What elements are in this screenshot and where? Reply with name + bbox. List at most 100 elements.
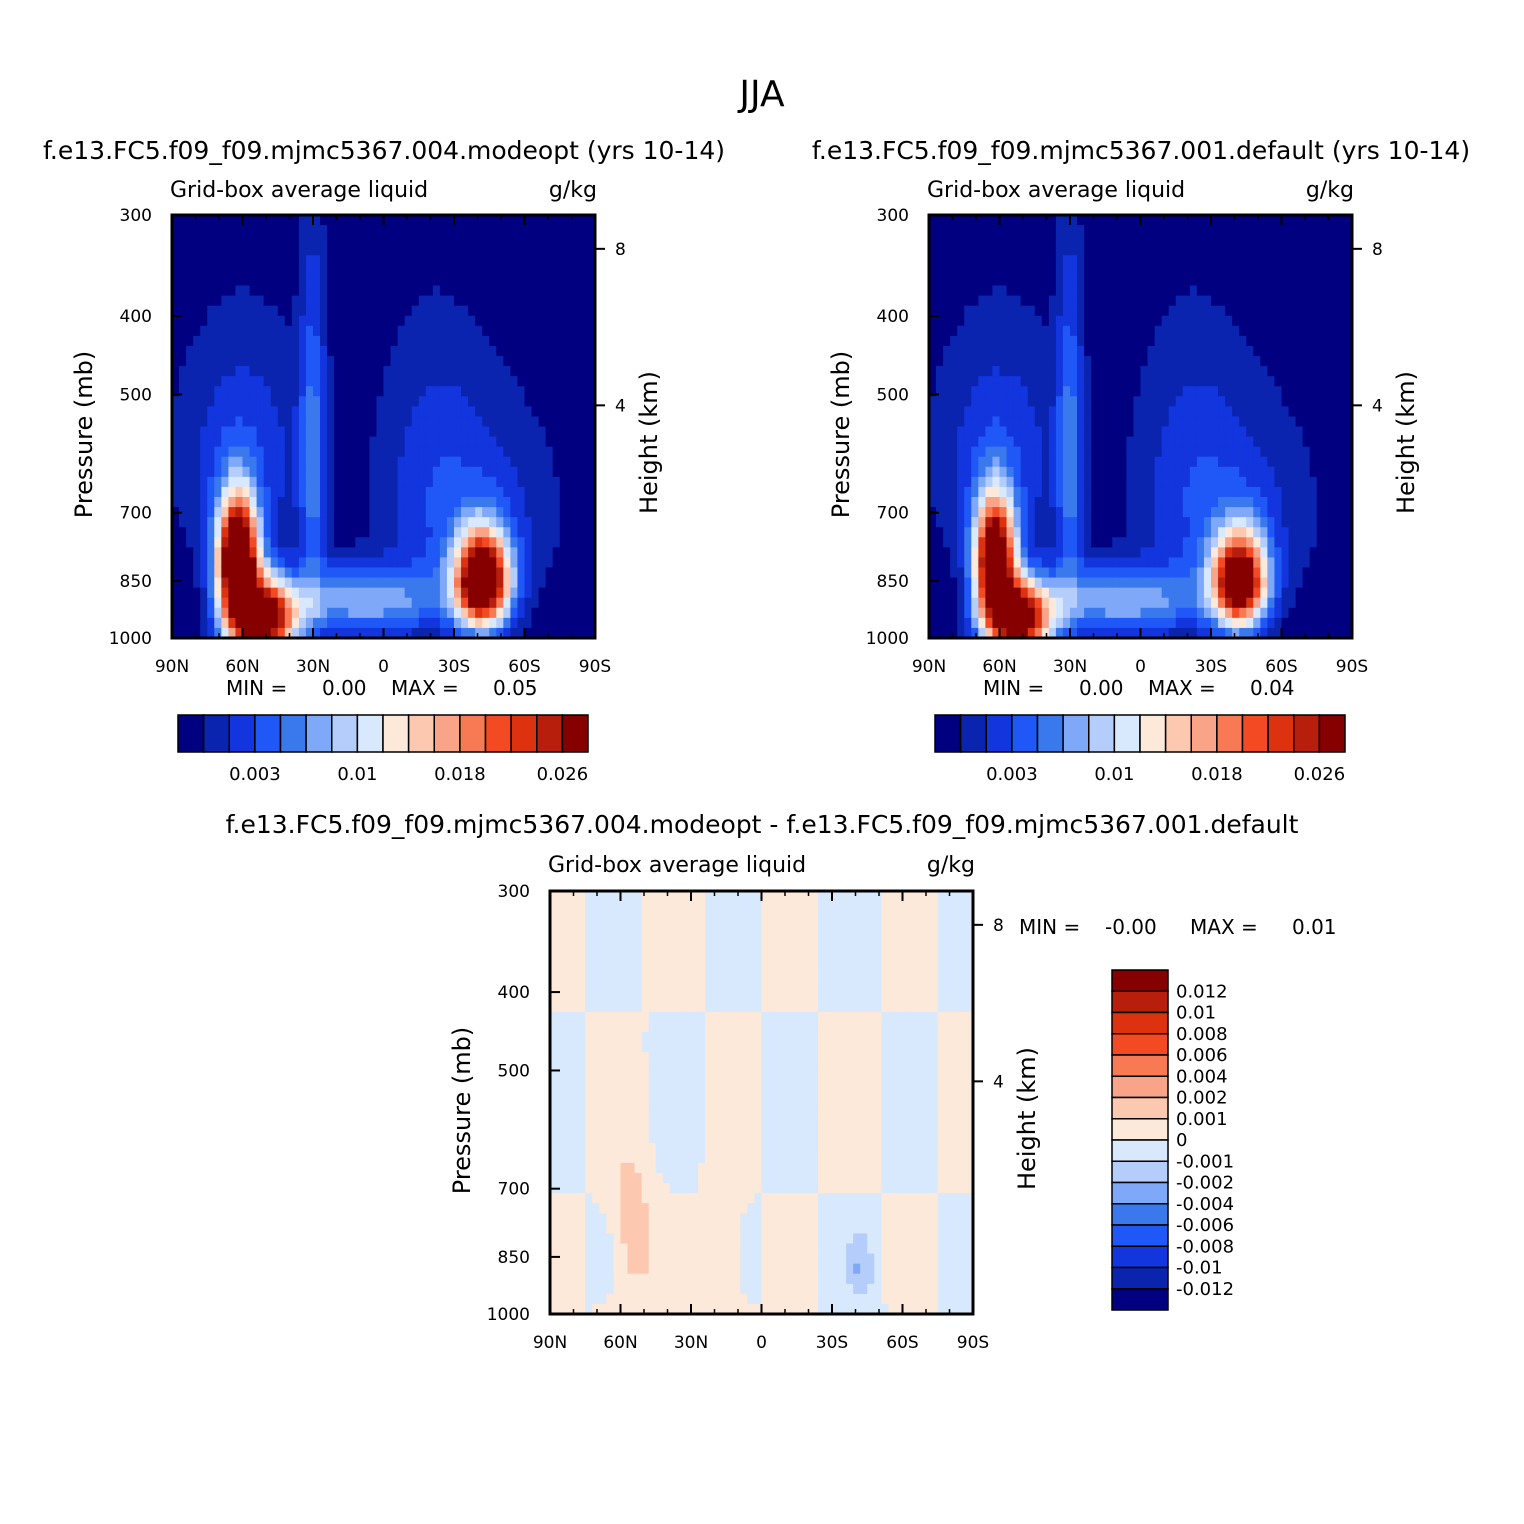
- contour-cell: [242, 305, 251, 317]
- contour-cell: [1239, 527, 1247, 538]
- contour-cell: [1189, 356, 1198, 367]
- contour-cell: [1309, 265, 1318, 277]
- contour-cell: [538, 426, 547, 438]
- contour-cell: [1211, 215, 1219, 226]
- y-tick-label: 300: [120, 206, 152, 226]
- contour-cell: [214, 215, 222, 226]
- contour-cell: [1246, 275, 1254, 287]
- contour-cell: [587, 476, 596, 488]
- contour-cell: [531, 315, 540, 327]
- contour-cell: [496, 517, 504, 528]
- contour-cell: [348, 416, 356, 428]
- contour-cell: [228, 537, 237, 548]
- contour-cell: [1302, 285, 1311, 297]
- contour-cell: [179, 295, 187, 307]
- contour-cell: [454, 386, 462, 397]
- contour-cell: [1302, 587, 1311, 599]
- contour-cell: [214, 275, 222, 287]
- contour-cell: [1133, 295, 1142, 307]
- contour-cell: [383, 436, 392, 448]
- contour-cell: [1105, 517, 1113, 528]
- contour-cell: [1260, 486, 1268, 498]
- contour-cell: [1006, 416, 1015, 428]
- contour-cell: [1218, 396, 1226, 407]
- contour-cell: [943, 315, 951, 327]
- contour-cell: [284, 486, 293, 498]
- contour-cell: [1281, 225, 1290, 236]
- contour-cell: [1309, 225, 1318, 236]
- contour-cell: [1211, 325, 1219, 337]
- contour-cell: [943, 617, 951, 629]
- contour-cell: [964, 275, 972, 287]
- contour-cell: [172, 577, 180, 589]
- contour-cell: [1323, 356, 1332, 367]
- contour-cell: [1091, 597, 1099, 609]
- contour-cell: [573, 436, 582, 448]
- contour-cell: [1006, 597, 1015, 609]
- contour-cell: [221, 426, 229, 438]
- contour-cell: [1006, 617, 1015, 629]
- contour-cell: [454, 225, 462, 236]
- contour-cell: [971, 325, 979, 337]
- contour-cell: [390, 607, 399, 619]
- contour-cell: [200, 627, 208, 639]
- contour-cell: [1196, 486, 1205, 498]
- contour-cell: [313, 426, 321, 438]
- contour-cell: [256, 396, 265, 407]
- contour-cell: [277, 627, 286, 639]
- contour-cell: [242, 396, 251, 407]
- contour-cell: [1112, 416, 1120, 428]
- contour-cell: [1253, 305, 1261, 317]
- contour-cell: [1211, 627, 1219, 639]
- contour-cell: [461, 497, 469, 508]
- contour-cell: [468, 587, 476, 599]
- contour-cell: [376, 446, 385, 458]
- contour-cell: [1253, 486, 1261, 498]
- contour-cell: [517, 255, 526, 266]
- contour-cell: [320, 486, 328, 498]
- contour-cell: [348, 557, 356, 569]
- contour-cell: [517, 315, 526, 327]
- contour-cell: [439, 607, 448, 619]
- contour-cell: [1295, 356, 1304, 367]
- contour-cell: [510, 225, 519, 236]
- contour-cell: [1281, 295, 1290, 307]
- contour-cell: [482, 265, 490, 277]
- contour-cell: [334, 587, 342, 599]
- contour-cell: [418, 325, 427, 337]
- contour-cell: [999, 235, 1008, 246]
- contour-cell: [461, 215, 469, 226]
- contour-cell: [383, 426, 392, 438]
- contour-cell: [446, 406, 455, 418]
- contour-cell: [320, 275, 328, 287]
- contour-cell: [179, 537, 187, 548]
- contour-cell: [1098, 255, 1106, 266]
- contour-cell: [587, 215, 596, 226]
- contour-cell: [936, 215, 944, 226]
- contour-cell: [978, 527, 986, 538]
- contour-cell: [1098, 335, 1106, 347]
- contour-cell: [971, 617, 979, 629]
- contour-cell: [425, 466, 434, 478]
- contour-cell: [1260, 255, 1268, 266]
- contour-cell: [172, 446, 180, 458]
- contour-cell: [538, 547, 547, 559]
- contour-cell: [1147, 356, 1156, 367]
- contour-cell: [284, 426, 293, 438]
- contour-cell: [468, 617, 476, 629]
- contour-cell: [524, 466, 533, 478]
- contour-cell: [193, 537, 201, 548]
- contour-cell: [207, 315, 215, 327]
- contour-cell: [1034, 315, 1043, 327]
- contour-cell: [404, 617, 413, 629]
- contour-cell: [1140, 557, 1149, 569]
- contour-cell: [510, 607, 519, 619]
- contour-cell: [1020, 436, 1029, 448]
- contour-cell: [284, 617, 293, 629]
- contour-cell: [418, 275, 427, 287]
- contour-cell: [1239, 255, 1247, 266]
- contour-cell: [531, 305, 540, 317]
- contour-cell: [1077, 275, 1085, 287]
- contour-cell: [1126, 215, 1135, 226]
- contour-cell: [1119, 366, 1127, 377]
